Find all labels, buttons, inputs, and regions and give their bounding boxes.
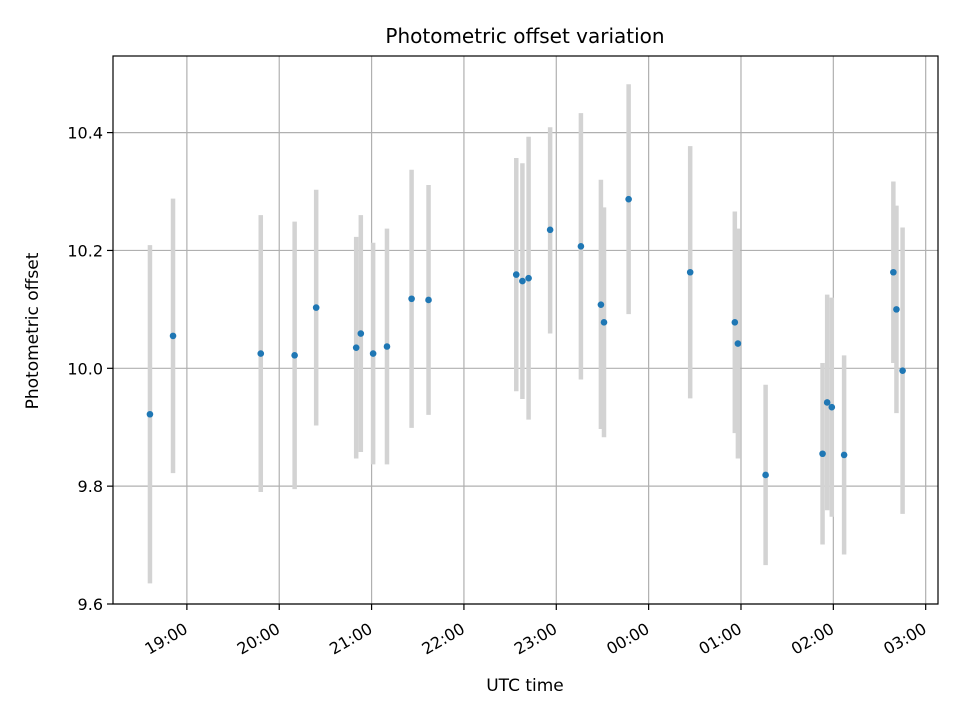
data-point (546, 226, 554, 234)
data-point (600, 319, 608, 326)
data-point (169, 332, 177, 340)
y-axis-label: Photometric offset (23, 252, 43, 409)
data-point (899, 367, 906, 374)
data-point (512, 271, 520, 278)
plot-frame (112, 55, 939, 605)
data-point (762, 471, 769, 479)
data-point (525, 274, 532, 282)
data-point (840, 451, 848, 459)
data-point (352, 344, 360, 351)
data-point (731, 319, 739, 326)
data-point (823, 399, 831, 406)
data-point (893, 306, 900, 313)
data-point (686, 268, 694, 276)
y-tick-label: 10.0 (67, 359, 103, 378)
data-point (625, 195, 632, 203)
y-tick-label: 10.4 (67, 124, 103, 143)
y-axis-ticks: 9.6 9.8 10.0 10.2 10.4 (67, 124, 113, 614)
data-point (257, 350, 265, 357)
data-point (425, 296, 432, 304)
chart-title: Photometric offset variation (385, 24, 664, 48)
data-point (408, 295, 415, 303)
data-points (146, 195, 906, 479)
data-point (369, 350, 377, 357)
y-tick-label: 10.2 (67, 241, 103, 260)
data-point (519, 277, 526, 285)
data-point (890, 268, 897, 276)
data-point (383, 343, 391, 350)
data-point (734, 340, 742, 347)
y-tick-label: 9.8 (78, 477, 103, 496)
data-point (291, 352, 298, 359)
data-point (357, 330, 365, 337)
data-point (597, 301, 605, 308)
grid-lines (113, 56, 938, 605)
x-axis-label: UTC time (486, 676, 564, 696)
data-point (577, 243, 585, 250)
data-point (828, 403, 836, 411)
data-point (146, 410, 154, 418)
data-point (312, 304, 320, 311)
y-tick-label: 9.6 (78, 595, 103, 614)
data-point (819, 450, 826, 458)
